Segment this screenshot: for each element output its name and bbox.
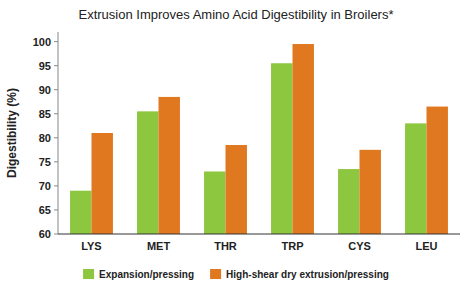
y-axis-label: Digestibility (%)	[5, 88, 19, 178]
x-tick-label: LYS	[81, 240, 101, 252]
y-tick	[54, 234, 58, 235]
x-tick-label: CYS	[348, 240, 371, 252]
bar	[271, 63, 292, 234]
bar	[92, 133, 113, 234]
y-tick-label: 60	[39, 228, 51, 240]
bar	[427, 107, 448, 234]
legend-swatch	[210, 269, 221, 279]
legend-label: High-shear dry extrusion/pressing	[226, 269, 389, 280]
y-tick	[54, 185, 58, 186]
y-tick-label: 100	[33, 36, 51, 48]
y-tick	[54, 209, 58, 210]
x-tick-label: MET	[147, 240, 171, 252]
y-tick	[54, 41, 58, 42]
x-axis-line	[58, 234, 460, 235]
bar	[360, 150, 381, 234]
y-tick-label: 80	[39, 132, 51, 144]
y-tick	[54, 89, 58, 90]
legend-swatch	[83, 269, 94, 279]
y-tick-label: 95	[39, 60, 51, 72]
y-tick-label: 85	[39, 108, 51, 120]
bar	[70, 191, 91, 234]
y-tick-label: 70	[39, 180, 51, 192]
x-tick-label: THR	[214, 240, 237, 252]
legend-label: Expansion/pressing	[99, 269, 194, 280]
chart-container: Extrusion Improves Amino Acid Digestibil…	[0, 0, 472, 296]
y-tick-label: 90	[39, 84, 51, 96]
bar	[226, 145, 247, 234]
x-axis: LYS MET THR TRP CYS LEU	[58, 234, 460, 252]
bars	[70, 44, 448, 234]
y-axis-line	[58, 32, 59, 234]
y-tick	[54, 161, 58, 162]
bar	[405, 123, 426, 234]
chart-title: Extrusion Improves Amino Acid Digestibil…	[78, 7, 393, 22]
bar	[137, 111, 158, 234]
bar	[338, 169, 359, 234]
y-axis: 60 65 70 75 80 85 90 95 100	[33, 32, 58, 240]
x-tick-label: TRP	[282, 240, 304, 252]
y-tick-label: 65	[39, 204, 51, 216]
y-tick	[54, 65, 58, 66]
chart-svg: Extrusion Improves Amino Acid Digestibil…	[0, 0, 472, 296]
y-tick	[54, 113, 58, 114]
y-tick-label: 75	[39, 156, 51, 168]
bar	[204, 171, 225, 234]
bar	[159, 97, 180, 234]
x-tick-label: LEU	[416, 240, 438, 252]
legend: Expansion/pressing High-shear dry extrusi…	[83, 269, 389, 280]
y-tick	[54, 137, 58, 138]
bar	[293, 44, 314, 234]
